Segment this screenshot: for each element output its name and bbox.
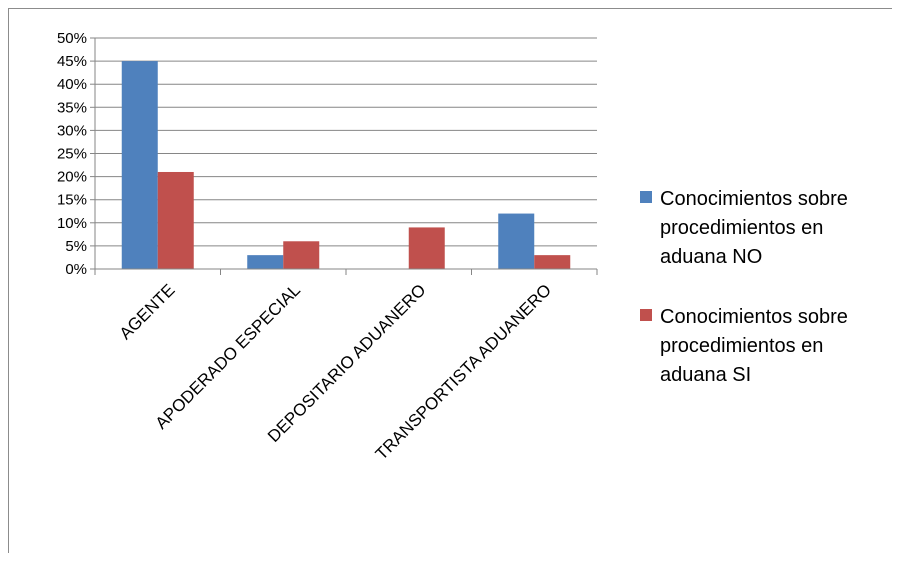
bar-si-2: [408, 227, 445, 269]
bar-no-1: [247, 255, 284, 269]
y-tick-label: 30%: [57, 122, 87, 139]
y-tick-label: 0%: [65, 261, 87, 278]
bar-si-0: [157, 171, 194, 269]
y-tick-label: 20%: [57, 169, 87, 186]
legend-label: Conocimientos sobre: [660, 306, 848, 328]
axes: [90, 37, 598, 275]
legend-label: aduana SI: [660, 364, 751, 386]
legend: Conocimientos sobre procedimientos en adua…: [640, 188, 848, 386]
legend-label: aduana NO: [660, 246, 762, 268]
y-tick-label: 10%: [57, 215, 87, 232]
legend-swatch: [640, 191, 652, 203]
y-tick-label: 35%: [57, 99, 87, 116]
chart-frame: [8, 8, 892, 553]
x-category-label: AGENTE: [116, 280, 179, 343]
y-tick-label: 15%: [57, 192, 87, 209]
y-tick-label: 5%: [65, 238, 87, 255]
y-tick-label: 40%: [57, 76, 87, 93]
bar-si-3: [534, 255, 571, 269]
legend-swatch: [640, 309, 652, 321]
bar-si-1: [283, 241, 320, 269]
legend-label: Conocimientos sobre: [660, 188, 848, 210]
legend-label: procedimientos en: [660, 217, 823, 239]
legend-label: procedimientos en: [660, 335, 823, 357]
bar-no-3: [498, 213, 535, 269]
y-tick-label: 45%: [57, 53, 87, 70]
x-category-label: APODERADO ESPECIAL: [152, 280, 304, 432]
gridlines: [95, 37, 597, 247]
y-axis-tick-labels: 0% 5% 10% 15% 20% 25% 30% 35% 40% 45% 50%: [57, 30, 87, 278]
bar-no-0: [121, 61, 158, 269]
bars: [121, 61, 571, 269]
y-tick-label: 25%: [57, 146, 87, 163]
y-tick-label: 50%: [57, 30, 87, 47]
